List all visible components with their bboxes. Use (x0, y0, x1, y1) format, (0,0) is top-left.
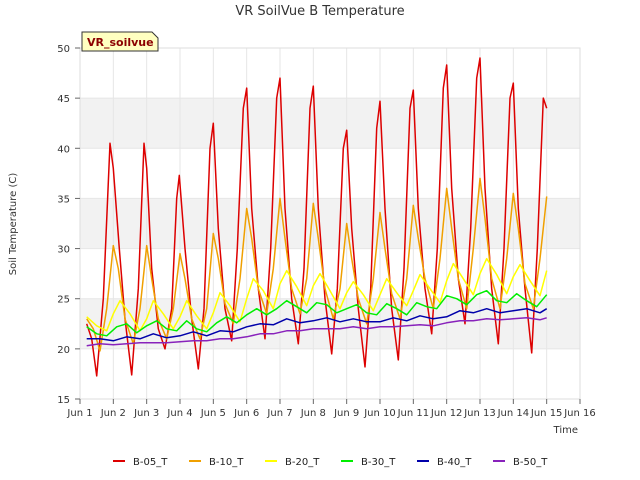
y-tick-label: 50 (57, 44, 70, 55)
site-badge: VR_soilvue (81, 31, 159, 52)
x-tick-label: Jun 3 (133, 408, 159, 419)
x-tick-label: Jun 14 (497, 408, 530, 419)
plot-frame (79, 47, 581, 400)
x-tick-label: Jun 4 (166, 408, 192, 419)
x-axis-title: Time (553, 425, 578, 436)
series-line-b-20-t (86, 257, 548, 332)
x-tick-label: Jun 8 (300, 408, 326, 419)
x-tick-label: Jun 6 (233, 408, 259, 419)
plot-area (79, 47, 581, 400)
chart-title: VR SoilVue B Temperature (235, 4, 404, 19)
y-tick-label: 40 (57, 144, 70, 155)
series-lines (85, 57, 548, 377)
legend-label: B-40_T (437, 457, 472, 468)
legend-item: B-30_T (341, 457, 396, 468)
series-line-b-50-t (86, 317, 547, 347)
legend: B-05_T B-10_T B-20_T B-30_T B-40_T B-50_T (113, 457, 548, 468)
x-tick-label: Jun 11 (397, 408, 430, 419)
y-tick-label: 25 (57, 295, 70, 306)
x-tick-label: Jun 15 (530, 408, 563, 419)
x-tick-label: Jun 2 (100, 408, 126, 419)
legend-item: B-50_T (493, 457, 548, 468)
x-tick-label: Jun 1 (66, 408, 92, 419)
y-axis-title: Soil Temperature (C) (8, 173, 19, 276)
x-tick-label: Jun 5 (200, 408, 226, 419)
y-axis: 15 20 25 30 35 40 45 50 (57, 44, 80, 406)
series-line-b-10-t (86, 177, 548, 352)
x-axis: Jun 1 Jun 2 Jun 3 Jun 4 Jun 5 Jun 6 Jun 7 Jun 8… (66, 399, 596, 419)
x-tick-label: Jun 16 (563, 408, 596, 419)
band-1 (80, 198, 580, 249)
x-tick-label: Jun 13 (463, 408, 496, 419)
legend-label: B-50_T (513, 457, 548, 468)
x-tick-label: Jun 7 (266, 408, 292, 419)
badge-label: VR_soilvue (87, 36, 154, 49)
band-2 (80, 98, 580, 149)
y-tick-label: 45 (57, 94, 70, 105)
legend-label: B-20_T (285, 457, 320, 468)
legend-item: B-05_T (113, 457, 168, 468)
legend-item: B-40_T (417, 457, 472, 468)
y-tick-label: 30 (57, 245, 70, 256)
legend-label: B-05_T (133, 457, 168, 468)
series-line-b-05-t (85, 57, 548, 377)
x-tick-label: Jun 10 (363, 408, 396, 419)
legend-label: B-10_T (209, 457, 244, 468)
y-tick-label: 35 (57, 194, 70, 205)
badge-box (81, 31, 159, 52)
y-tick-label: 20 (57, 345, 70, 356)
x-tick-label: Jun 12 (430, 408, 463, 419)
series-line-b-40-t (86, 307, 548, 342)
y-tick-label: 15 (57, 395, 70, 406)
legend-item: B-20_T (265, 457, 320, 468)
series-line-b-30-t (86, 289, 548, 337)
x-tick-label: Jun 9 (333, 408, 359, 419)
legend-label: B-30_T (361, 457, 396, 468)
legend-item: B-10_T (189, 457, 244, 468)
